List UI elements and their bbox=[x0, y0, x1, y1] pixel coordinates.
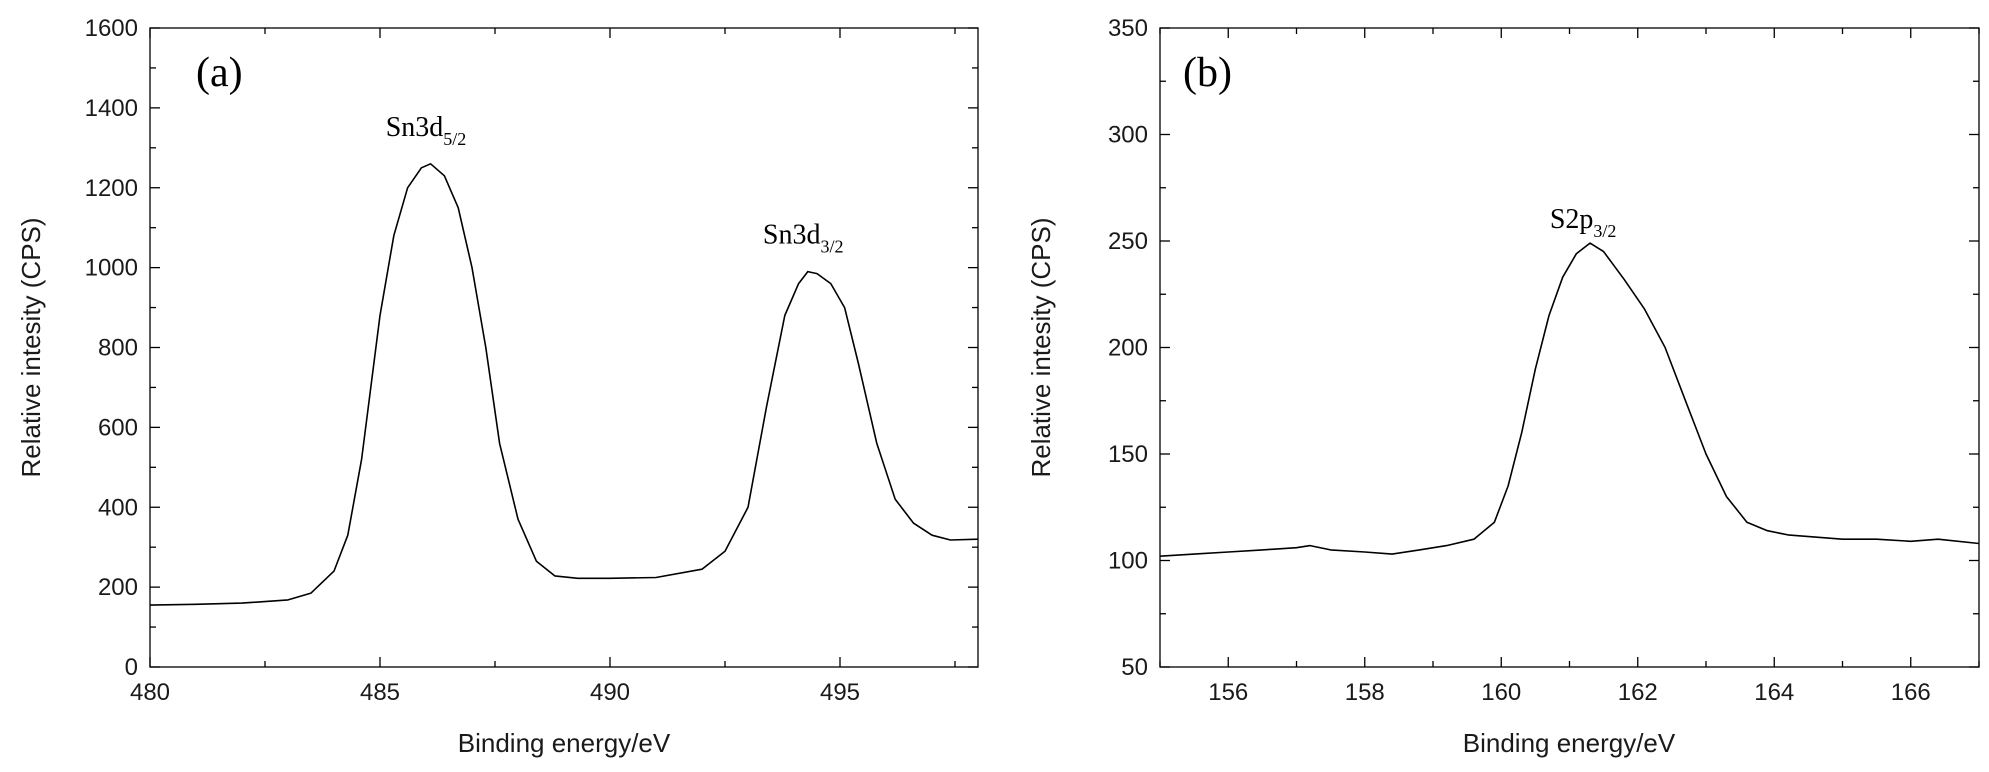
x-tick-label: 158 bbox=[1345, 679, 1385, 706]
plot-frame bbox=[1159, 27, 1980, 668]
peak-label-main: Sn3d bbox=[763, 220, 821, 251]
y-axis-title: Relative intesity (CPS) bbox=[16, 217, 46, 477]
x-tick-label: 485 bbox=[360, 679, 400, 706]
y-tick-label: 1600 bbox=[85, 15, 138, 42]
peak-label-subscript: 3/2 bbox=[1593, 221, 1616, 241]
y-tick-label: 150 bbox=[1108, 441, 1148, 468]
spectrum-line bbox=[149, 163, 979, 606]
y-tick-label: 100 bbox=[1108, 548, 1148, 575]
x-tick-label: 164 bbox=[1754, 679, 1794, 706]
peak-label-subscript: 5/2 bbox=[443, 129, 466, 149]
y-tick-label: 0 bbox=[125, 654, 138, 681]
panel-a: 480 485 490 495 0 200 400 600 800 1000 1200 1400 160… bbox=[16, 15, 979, 758]
peak-label: S2p3/2 bbox=[1550, 204, 1617, 241]
x-axis-title: Binding energy/eV bbox=[458, 728, 671, 758]
y-tick-label: 400 bbox=[98, 494, 138, 521]
peak-label-main: Sn3d bbox=[386, 112, 444, 143]
x-tick-label: 162 bbox=[1618, 679, 1658, 706]
panel-label: (a) bbox=[196, 50, 243, 96]
x-tick-label: 166 bbox=[1891, 679, 1931, 706]
y-axis-title: Relative intesity (CPS) bbox=[1026, 217, 1056, 477]
peak-label-main: S2p bbox=[1550, 204, 1594, 235]
panel-b: 156 158 160 162 164 166 50 100 150 200 250 300 350 Bi… bbox=[1026, 15, 1980, 758]
x-tick-label: 490 bbox=[590, 679, 630, 706]
x-tick-label: 156 bbox=[1208, 679, 1248, 706]
y-tick-label: 50 bbox=[1121, 654, 1148, 681]
y-tick-label: 1000 bbox=[85, 255, 138, 282]
y-tick-label: 350 bbox=[1108, 15, 1148, 42]
y-tick-label: 200 bbox=[98, 574, 138, 601]
y-tick-label: 300 bbox=[1108, 122, 1148, 149]
y-tick-label: 800 bbox=[98, 335, 138, 362]
y-tick-label: 200 bbox=[1108, 335, 1148, 362]
x-tick-label: 480 bbox=[130, 679, 170, 706]
x-tick-label: 495 bbox=[820, 679, 860, 706]
y-tick-label: 1200 bbox=[85, 175, 138, 202]
spectrum-line bbox=[1159, 242, 1980, 557]
y-tick-label: 1400 bbox=[85, 95, 138, 122]
x-axis-title: Binding energy/eV bbox=[1463, 728, 1676, 758]
peak-label-subscript: 3/2 bbox=[820, 237, 843, 257]
y-tick-label: 600 bbox=[98, 414, 138, 441]
peak-label: Sn3d3/2 bbox=[763, 220, 844, 257]
peak-label: Sn3d5/2 bbox=[386, 112, 467, 149]
y-tick-label: 250 bbox=[1108, 228, 1148, 255]
x-tick-label: 160 bbox=[1481, 679, 1521, 706]
panel-label: (b) bbox=[1183, 50, 1232, 96]
